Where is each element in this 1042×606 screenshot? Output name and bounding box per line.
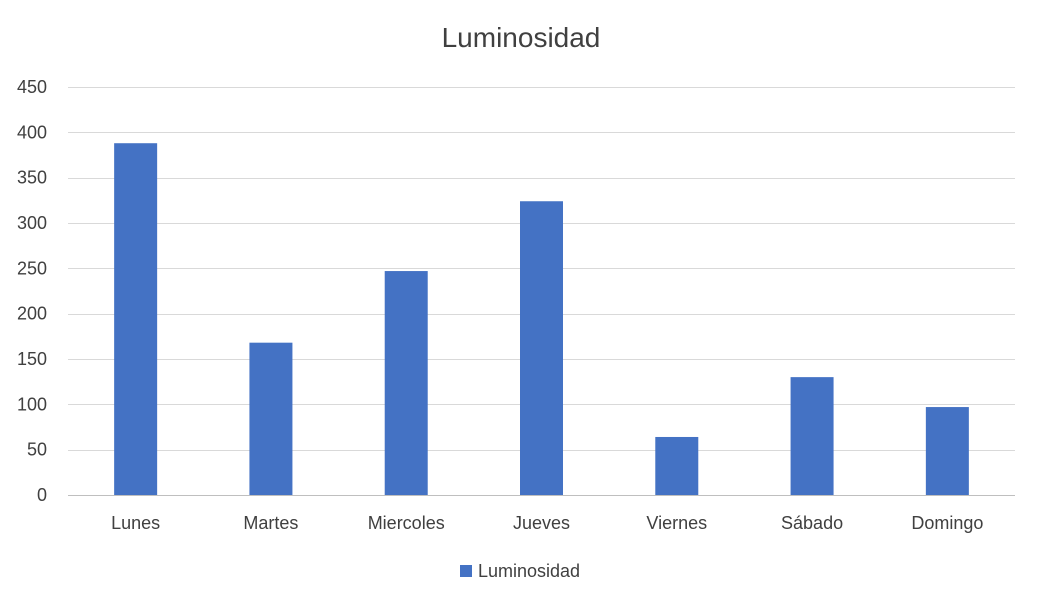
bar <box>249 342 293 495</box>
y-tick-label: 50 <box>27 440 47 460</box>
y-tick-label: 100 <box>17 394 47 414</box>
legend-swatch <box>460 565 472 577</box>
legend: Luminosidad <box>460 561 580 581</box>
y-tick-label: 250 <box>17 258 47 278</box>
y-tick-label: 350 <box>17 168 47 188</box>
bar <box>925 407 969 495</box>
x-tick-label: Viernes <box>646 513 707 533</box>
x-tick-label: Miercoles <box>368 513 445 533</box>
y-tick-label: 400 <box>17 122 47 142</box>
y-tick-label: 300 <box>17 213 47 233</box>
x-axis-ticks: Lunes Martes Miercoles Jueves Viernes Sábado D… <box>111 513 983 533</box>
chart-title: Luminosidad <box>442 22 601 53</box>
bar <box>384 271 428 495</box>
bar <box>114 143 158 496</box>
y-tick-label: 450 <box>17 77 47 97</box>
bar <box>655 436 699 495</box>
x-tick-label: Sábado <box>781 513 843 533</box>
bar <box>790 377 834 495</box>
x-tick-label: Jueves <box>513 513 570 533</box>
x-tick-label: Lunes <box>111 513 160 533</box>
x-tick-label: Domingo <box>911 513 983 533</box>
bar <box>520 201 563 496</box>
legend-label: Luminosidad <box>478 561 580 581</box>
y-tick-label: 150 <box>17 349 47 369</box>
bars <box>114 143 969 496</box>
x-tick-label: Martes <box>243 513 298 533</box>
y-tick-label: 200 <box>17 304 47 324</box>
y-tick-label: 0 <box>37 485 47 505</box>
y-axis-ticks: 0 50 100 150 200 250 300 350 400 450 <box>17 77 47 505</box>
